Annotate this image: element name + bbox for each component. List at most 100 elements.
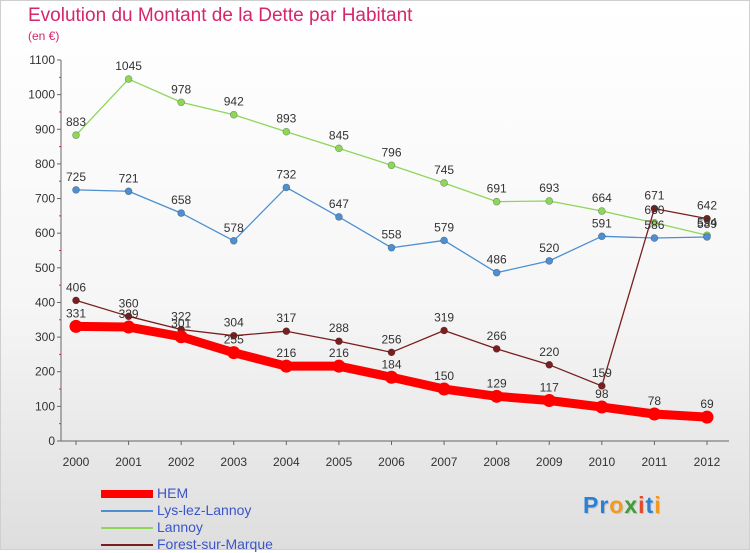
data-label: 216 (276, 346, 296, 360)
data-point (387, 348, 396, 357)
data-point (647, 407, 661, 421)
x-tick-label: 2005 (326, 455, 353, 469)
data-point (650, 204, 659, 213)
data-point (229, 331, 238, 340)
data-point (598, 382, 606, 390)
data-label: 978 (171, 82, 191, 96)
unit-label: (en €) (28, 29, 60, 43)
data-label: 319 (434, 311, 454, 325)
data-point (492, 268, 501, 277)
data-label: 1045 (115, 59, 142, 73)
data-label: 317 (276, 311, 296, 325)
legend-label: Lannoy (157, 519, 203, 535)
data-label: 579 (434, 220, 454, 234)
data-label: 586 (644, 218, 664, 232)
legend-label: HEM (157, 485, 189, 501)
data-point (492, 345, 501, 353)
data-point (335, 144, 343, 153)
legend-item: HEM (101, 485, 341, 502)
data-point (72, 296, 80, 305)
chart-title: Evolution du Montant de la Dette par Hab… (28, 5, 413, 26)
data-point (124, 187, 133, 196)
y-tick-label: 700 (35, 192, 55, 206)
x-tick-label: 2000 (63, 455, 90, 469)
data-point (545, 197, 554, 205)
data-point (490, 389, 504, 403)
legend-label: Forest-sur-Marque (157, 536, 273, 552)
data-point (598, 207, 606, 215)
data-label: 942 (224, 95, 244, 109)
y-tick-label: 400 (35, 295, 55, 309)
legend-swatch (101, 544, 153, 546)
proxiti-logo: Proxiti (583, 492, 662, 518)
data-label: 664 (592, 191, 612, 205)
data-label: 255 (224, 333, 244, 347)
legend-swatch (101, 527, 153, 529)
data-point (492, 197, 501, 206)
legend: HEM Lys-lez-Lannoy Lannoy Forest-sur-Marque (101, 485, 341, 553)
data-point (177, 98, 185, 107)
legend-swatch (101, 490, 153, 498)
data-label: 721 (119, 171, 139, 185)
data-point (595, 400, 609, 414)
data-label: 578 (224, 221, 244, 235)
data-point (72, 186, 80, 194)
data-label: 725 (66, 170, 86, 184)
data-point (387, 243, 396, 252)
y-tick-label: 1000 (28, 88, 55, 102)
data-point (385, 370, 398, 384)
data-point (229, 110, 238, 119)
x-tick-label: 2008 (483, 455, 510, 469)
x-tick-label: 2011 (642, 455, 668, 469)
data-label: 893 (276, 112, 296, 126)
data-point (332, 359, 346, 373)
data-label: 745 (434, 163, 454, 177)
data-label: 220 (539, 345, 559, 359)
data-point (282, 127, 291, 136)
data-label: 558 (381, 228, 401, 242)
x-tick-label: 2007 (431, 455, 458, 469)
data-point (335, 213, 343, 221)
data-point (598, 232, 606, 241)
y-tick-label: 1100 (29, 53, 55, 67)
data-point (124, 312, 133, 321)
legend-item: Lys-lez-Lannoy (101, 502, 341, 519)
data-label: 129 (487, 376, 507, 390)
data-label: 647 (329, 197, 349, 211)
data-point (437, 382, 451, 396)
data-point (545, 360, 554, 369)
data-label: 594 (697, 215, 717, 229)
x-tick-label: 2003 (220, 455, 247, 469)
legend-item: Lannoy (101, 519, 341, 536)
data-label: 117 (540, 380, 559, 394)
y-tick-label: 800 (35, 157, 55, 171)
x-tick-label: 2010 (588, 455, 615, 469)
data-point (440, 179, 448, 187)
data-label: 150 (434, 369, 454, 383)
data-label: 671 (644, 189, 664, 203)
legend-label: Lys-lez-Lannoy (157, 502, 252, 518)
data-point (650, 234, 659, 242)
y-tick-label: 900 (35, 122, 55, 136)
data-label: 266 (487, 329, 507, 343)
data-point (174, 330, 188, 344)
data-label: 69 (700, 397, 714, 411)
data-point (124, 75, 133, 83)
data-label: 642 (697, 199, 717, 213)
data-label: 520 (539, 241, 559, 255)
data-label: 98 (595, 387, 609, 401)
x-tick-label: 2002 (168, 455, 195, 469)
data-label: 256 (381, 332, 401, 346)
data-label: 658 (171, 193, 191, 207)
data-label: 630 (644, 203, 664, 217)
data-label: 796 (381, 145, 401, 159)
data-label: 301 (171, 317, 191, 331)
data-point (282, 327, 291, 336)
data-point (440, 236, 448, 245)
data-point (650, 218, 659, 227)
data-point (229, 237, 238, 245)
data-point (703, 214, 711, 223)
data-label: 589 (697, 217, 717, 231)
